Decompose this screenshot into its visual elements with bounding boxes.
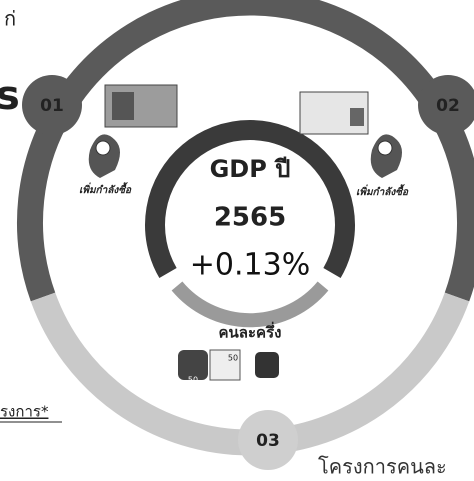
- badge-label: 02: [436, 96, 460, 116]
- edge-text: s: [0, 73, 20, 119]
- badge-label: 03: [256, 431, 280, 451]
- edge-text: รงการ*: [0, 403, 49, 421]
- edge-text: ก่: [4, 7, 16, 31]
- infographic: 01 02 03 เพิ่มกำลังซื้อ เพิ่มกำลังซื้อ G…: [0, 0, 474, 481]
- coin-icon: [96, 141, 110, 155]
- center-growth: +0.13%: [190, 248, 310, 283]
- puzzle-number: 50: [188, 376, 198, 385]
- app-icon: [255, 352, 279, 378]
- edge-text: โครงการคนละ: [318, 455, 447, 479]
- bottom-label: คนละครึ่ง: [219, 322, 282, 342]
- badge-label: 01: [40, 96, 64, 116]
- center-title: GDP ปี: [210, 155, 291, 183]
- puzzle-number: 50: [228, 354, 238, 363]
- card-photo: [350, 108, 364, 126]
- icon-label: เพิ่มกำลังซื้อ: [79, 182, 132, 196]
- inner-ring-light: [177, 286, 323, 320]
- center-year: 2565: [214, 203, 286, 233]
- card-photo: [112, 92, 134, 120]
- coin-icon: [378, 141, 392, 155]
- icon-label: เพิ่มกำลังซื้อ: [356, 184, 409, 198]
